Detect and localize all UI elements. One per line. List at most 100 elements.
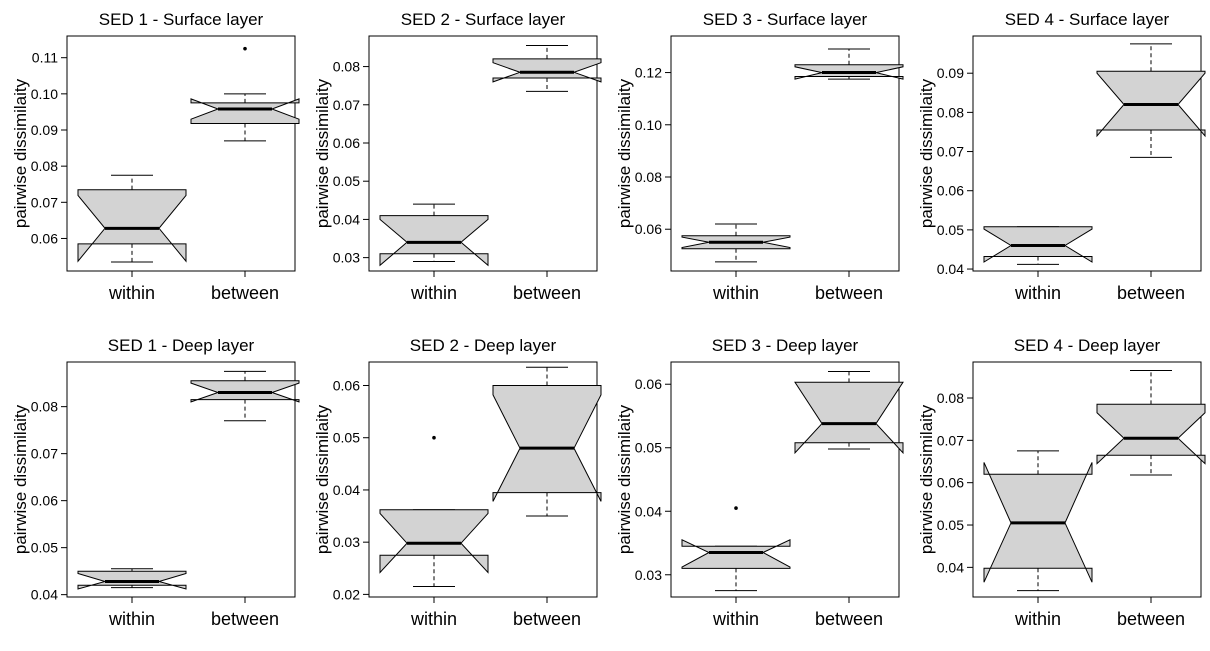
chart-title: SED 4 - Surface layer: [1005, 10, 1170, 29]
y-tick-label: 0.04: [937, 261, 964, 277]
boxplot-panel: SED 4 - Surface layer pairwise dissimilai…: [906, 0, 1208, 325]
box-within: [379, 203, 489, 267]
chart-title: SED 4 - Deep layer: [1014, 336, 1161, 355]
boxplot-svg: SED 2 - Surface layer pairwise dissimilai…: [313, 10, 602, 303]
y-axis-label: pairwise dissimilaity: [313, 404, 332, 554]
y-tick-label: 0.07: [937, 144, 964, 160]
box-within: [379, 435, 489, 588]
x-tick-label: between: [513, 283, 581, 303]
boxplot-svg: SED 3 - Deep layer pairwise dissimilaity0…: [615, 336, 904, 629]
boxplot-panel: SED 3 - Deep layer pairwise dissimilaity 0…: [604, 326, 906, 651]
outlier-point: [432, 435, 436, 440]
y-tick-label: 0.05: [333, 430, 360, 446]
chart-title: SED 2 - Surface layer: [401, 10, 566, 29]
chart-title: SED 1 - Deep layer: [108, 336, 255, 355]
plot-frame: [972, 361, 1202, 598]
notched-box: [190, 98, 300, 124]
y-tick-label: 0.07: [31, 446, 58, 462]
x-tick-label: between: [513, 609, 581, 629]
y-tick-label: 0.06: [31, 493, 58, 509]
plot-frame: [972, 35, 1202, 272]
box-within: [681, 506, 791, 592]
x-tick-label: within: [712, 609, 759, 629]
box-within: [983, 450, 1093, 592]
plot-frame: [66, 35, 296, 272]
y-tick-label: 0.08: [937, 104, 964, 120]
y-axis-label: pairwise dissimilaity: [313, 78, 332, 228]
box-between: [794, 371, 904, 455]
box-within: [681, 223, 791, 263]
y-tick-label: 0.10: [31, 86, 58, 102]
notched-box: [492, 58, 602, 83]
chart-title: SED 1 - Surface layer: [99, 10, 264, 29]
y-tick-label: 0.03: [333, 534, 360, 550]
boxplot-svg: SED 4 - Deep layer pairwise dissimilaity0…: [917, 336, 1206, 629]
y-tick-label: 0.09: [937, 65, 964, 81]
y-tick-label: 0.05: [937, 517, 964, 533]
y-tick-label: 0.08: [333, 59, 360, 75]
y-tick-label: 0.11: [32, 50, 58, 66]
notched-box: [492, 385, 602, 502]
y-tick-label: 0.09: [31, 122, 58, 138]
x-tick-label: within: [108, 609, 155, 629]
y-tick-label: 0.04: [937, 559, 964, 575]
plot-frame: [368, 35, 598, 272]
box-between: [1096, 369, 1206, 476]
chart-title: SED 2 - Deep layer: [410, 336, 557, 355]
boxplot-panel: SED 1 - Deep layer pairwise dissimilaity 0…: [0, 326, 302, 651]
y-tick-label: 0.06: [635, 376, 662, 392]
y-tick-label: 0.12: [635, 65, 662, 81]
notched-box: [681, 539, 791, 569]
y-tick-label: 0.06: [333, 135, 360, 151]
y-axis-label: pairwise dissimilaity: [11, 404, 30, 554]
x-tick-label: within: [712, 283, 759, 303]
y-tick-label: 0.05: [333, 173, 360, 189]
box-within: [77, 174, 187, 263]
box-between: [794, 48, 904, 80]
outlier-point: [243, 46, 247, 51]
box-between: [1096, 43, 1206, 158]
y-tick-label: 0.02: [333, 586, 360, 602]
y-tick-label: 0.07: [31, 194, 58, 210]
notched-box: [794, 381, 904, 455]
boxplot-panel: SED 1 - Surface layer pairwise dissimilai…: [0, 0, 302, 325]
boxplot-svg: SED 3 - Surface layer pairwise dissimilai…: [615, 10, 904, 303]
y-tick-label: 0.03: [635, 567, 662, 583]
y-tick-label: 0.05: [635, 440, 662, 456]
y-tick-label: 0.10: [635, 117, 662, 133]
boxplot-svg: SED 4 - Surface layer pairwise dissimilai…: [917, 10, 1206, 303]
chart-title: SED 3 - Deep layer: [712, 336, 859, 355]
boxplot-panel: SED 4 - Deep layer pairwise dissimilaity 0…: [906, 326, 1208, 651]
x-tick-label: between: [815, 283, 883, 303]
y-tick-label: 0.07: [333, 97, 360, 113]
x-tick-label: between: [211, 283, 279, 303]
x-tick-label: between: [1117, 609, 1185, 629]
box-between: [190, 370, 300, 422]
y-axis-label: pairwise dissimilaity: [917, 404, 936, 554]
box-within: [983, 226, 1093, 265]
boxplot-svg: SED 1 - Deep layer pairwise dissimilaity0…: [11, 336, 300, 629]
y-axis-label: pairwise dissimilaity: [917, 78, 936, 228]
x-tick-label: within: [410, 283, 457, 303]
boxplot-panel: SED 3 - Surface layer pairwise dissimilai…: [604, 0, 906, 325]
y-tick-label: 0.08: [31, 399, 58, 415]
y-tick-label: 0.06: [937, 183, 964, 199]
x-tick-label: within: [108, 283, 155, 303]
plot-frame: [66, 361, 296, 598]
y-tick-label: 0.06: [937, 475, 964, 491]
y-tick-label: 0.08: [937, 390, 964, 406]
x-tick-label: between: [815, 609, 883, 629]
y-tick-label: 0.04: [635, 503, 662, 519]
boxplot-panel: SED 2 - Deep layer pairwise dissimilaity 0…: [302, 326, 604, 651]
chart-title: SED 3 - Surface layer: [703, 10, 868, 29]
y-tick-label: 0.04: [333, 211, 360, 227]
y-tick-label: 0.06: [333, 378, 360, 394]
y-tick-label: 0.06: [635, 221, 662, 237]
y-tick-label: 0.08: [635, 169, 662, 185]
plot-frame: [368, 361, 598, 598]
x-tick-label: within: [410, 609, 457, 629]
box-between: [190, 46, 300, 142]
boxplot-svg: SED 1 - Surface layer pairwise dissimilai…: [11, 10, 300, 303]
